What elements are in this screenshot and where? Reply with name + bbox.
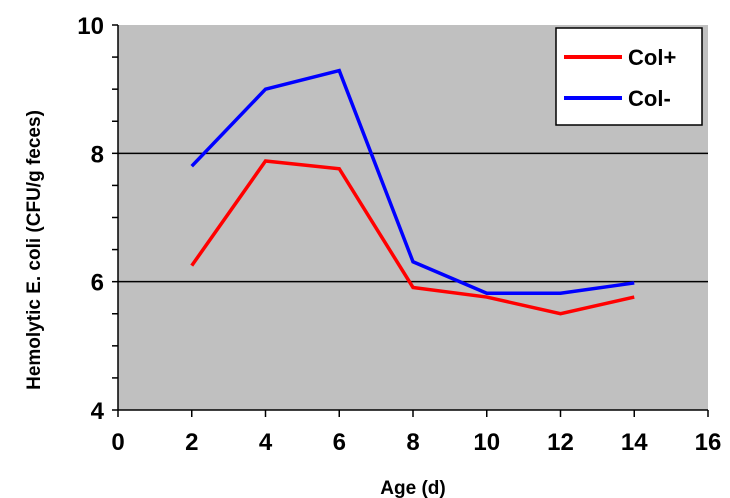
y-tick-label: 10 — [77, 13, 104, 40]
gridlines — [118, 152, 708, 283]
x-axis-ticks: 0 2 4 6 8 10 12 14 16 — [111, 410, 721, 456]
y-axis-title: Hemolytic E. coli (CFU/g feces) — [24, 110, 45, 390]
series-line-col-minus — [190, 68, 635, 295]
x-tick-label: 2 — [185, 429, 198, 456]
x-tick-label: 6 — [333, 429, 346, 456]
x-tick-label: 16 — [695, 429, 722, 456]
series-line-col-plus — [190, 159, 635, 316]
x-tick-label: 14 — [621, 429, 648, 456]
series-layer — [190, 68, 635, 316]
x-tick-label: 10 — [473, 429, 500, 456]
x-tick-label: 0 — [111, 429, 124, 456]
legend-label-col-plus: Col+ — [628, 45, 676, 70]
legend-box — [555, 27, 703, 126]
y-tick-label: 4 — [91, 398, 105, 425]
legend: Col+ Col- — [555, 27, 703, 126]
y-tick-label: 8 — [91, 141, 104, 168]
y-tick-label: 6 — [91, 270, 104, 297]
x-tick-label: 4 — [259, 429, 273, 456]
x-tick-label: 8 — [406, 429, 419, 456]
x-tick-label: 12 — [547, 429, 574, 456]
y-axis-ticks: 4 6 8 10 — [77, 13, 118, 425]
x-axis-title: Age (d) — [380, 478, 445, 498]
legend-label-col-minus: Col- — [628, 86, 671, 111]
